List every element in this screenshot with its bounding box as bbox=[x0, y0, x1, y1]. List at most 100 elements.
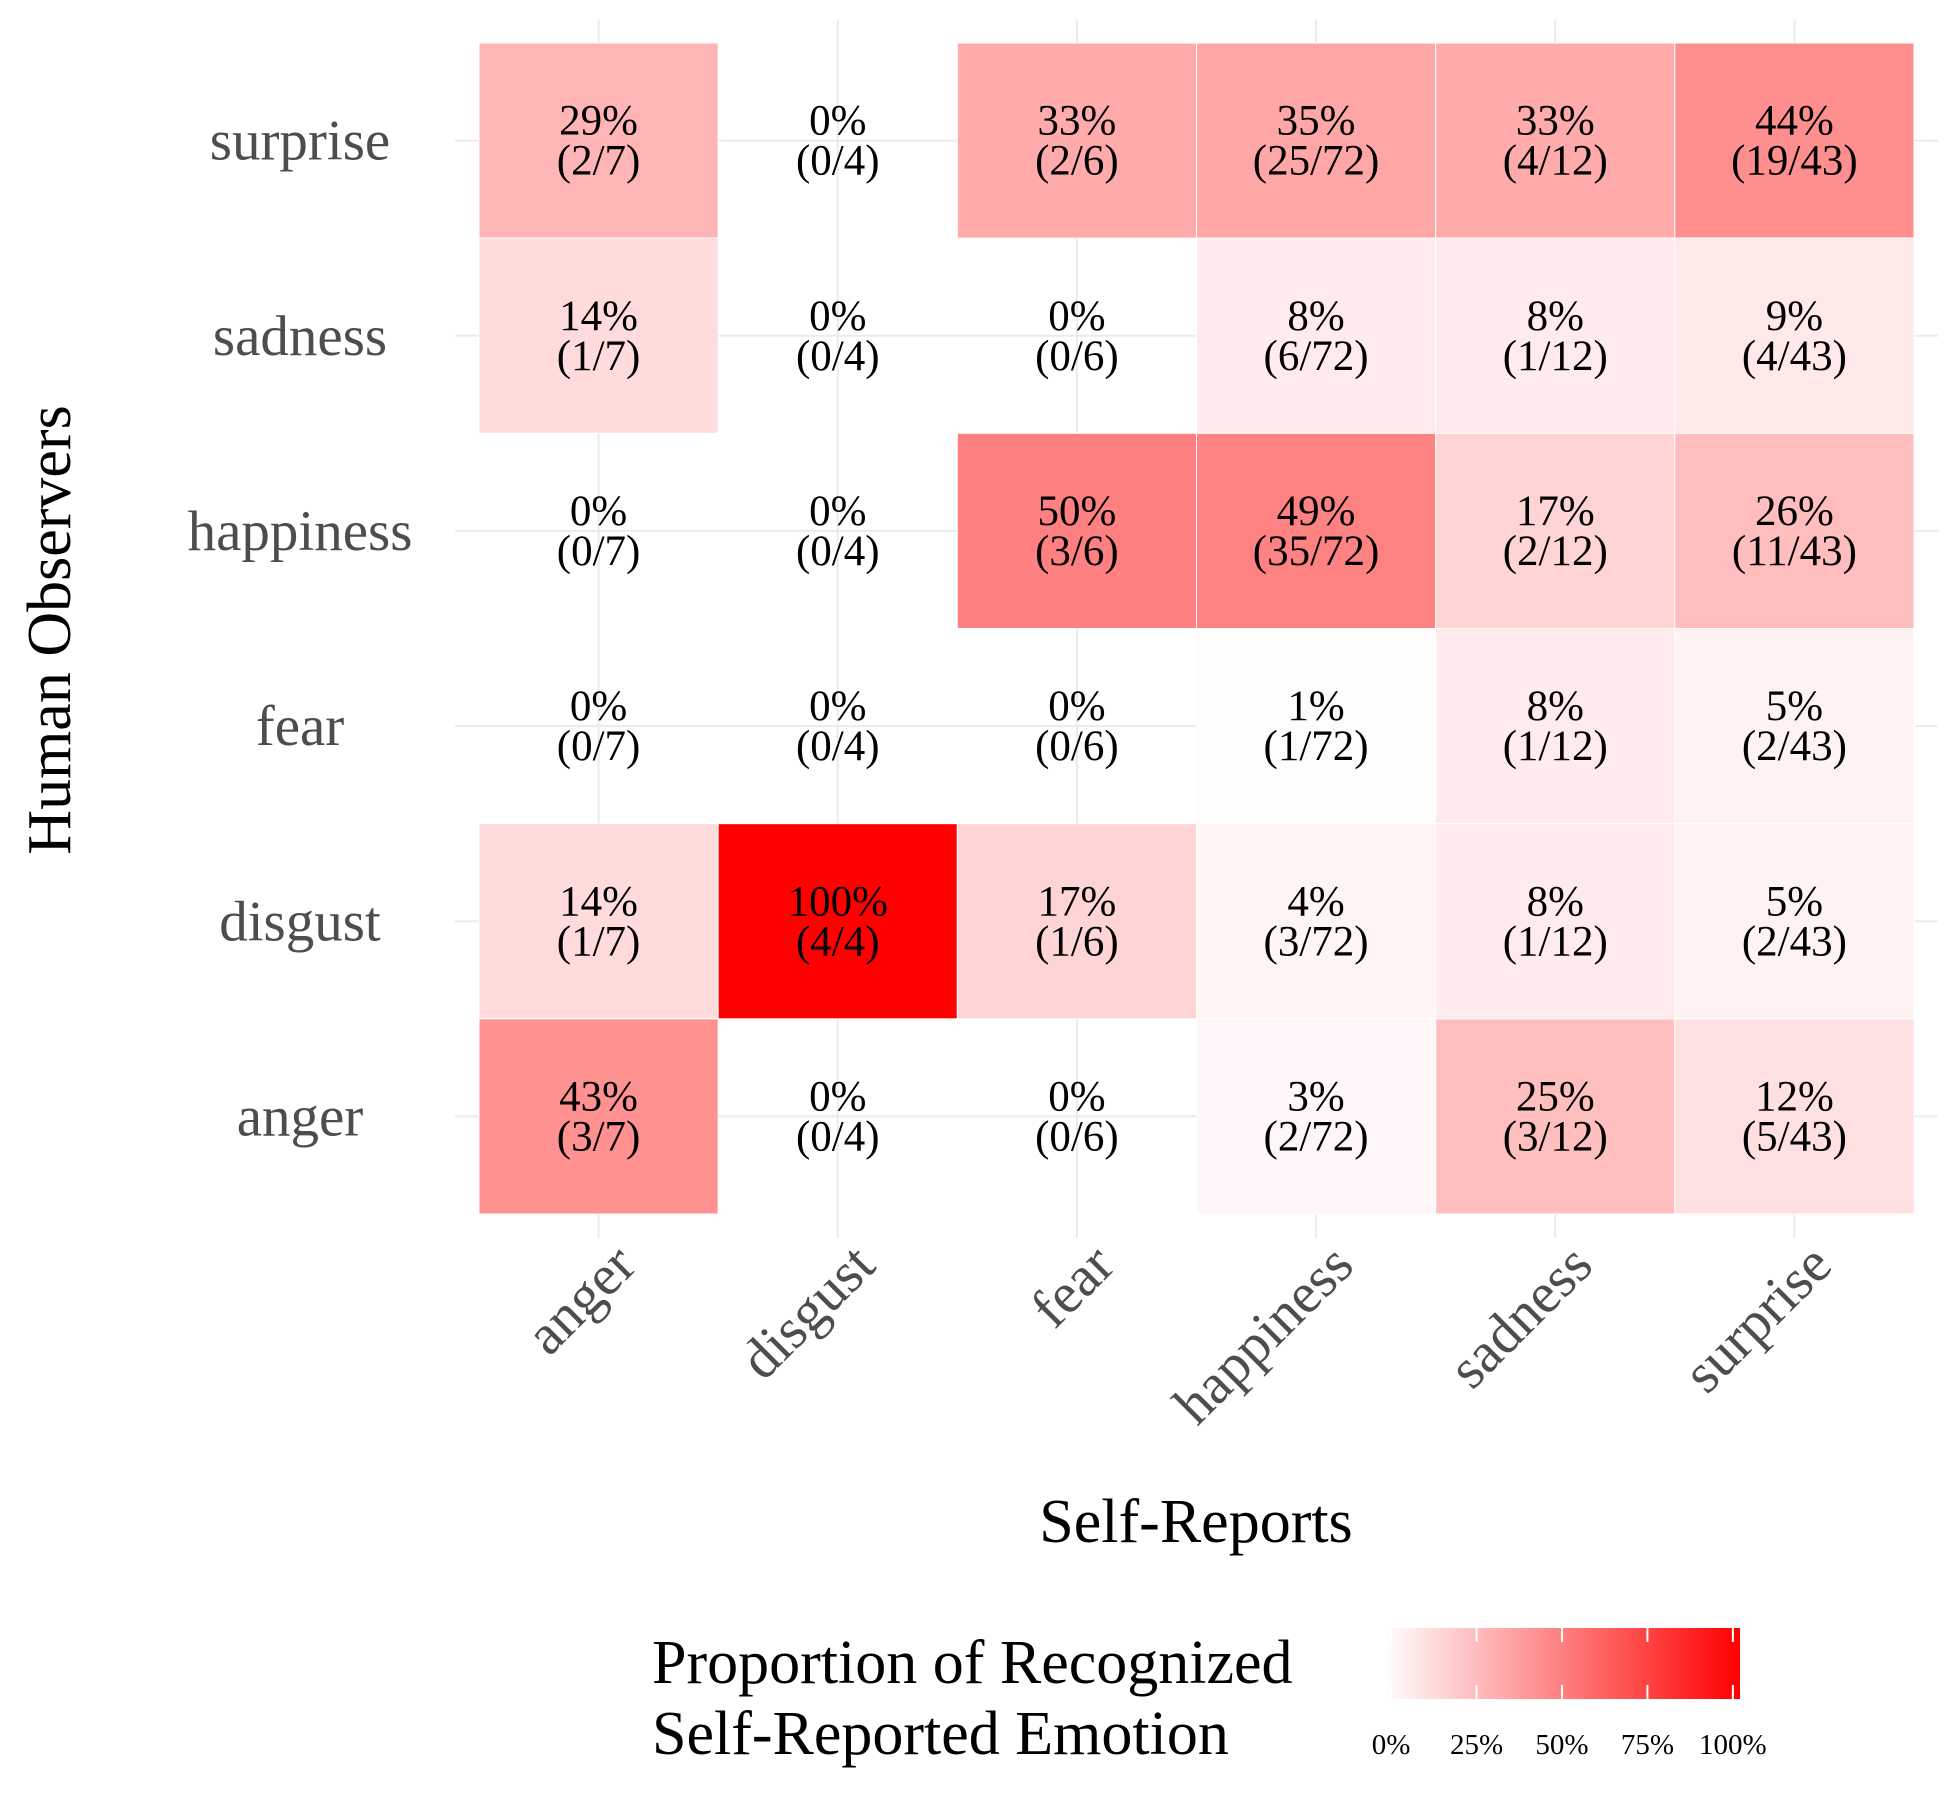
cell-percent-label: 33% bbox=[1038, 98, 1117, 145]
heatmap-cell-happiness-fear bbox=[956, 432, 1197, 630]
cell-percent-label: 43% bbox=[559, 1073, 638, 1120]
cell-percent-label: 0% bbox=[809, 1073, 866, 1120]
heatmap-cell-fear-happiness bbox=[1196, 628, 1437, 825]
cell-count-label: (25/72) bbox=[1253, 138, 1380, 185]
heatmap-cell-happiness-surprise bbox=[1674, 432, 1915, 630]
cell-percent-label: 0% bbox=[1048, 683, 1105, 730]
cell-percent-label: 29% bbox=[559, 98, 638, 145]
legend-title-line-1: Proportion of Recognized bbox=[652, 1629, 1293, 1697]
cell-percent-label: 25% bbox=[1516, 1073, 1595, 1120]
cell-count-label: (1/7) bbox=[557, 333, 641, 380]
cell-percent-label: 49% bbox=[1277, 488, 1356, 535]
heatmap-cell-anger-happiness bbox=[1196, 1018, 1437, 1215]
heatmap-cell-disgust-fear bbox=[956, 823, 1197, 1020]
x-tick-label-sadness: sadness bbox=[1437, 1233, 1605, 1401]
cell-percent-label: 0% bbox=[809, 683, 866, 730]
cell-count-label: (2/6) bbox=[1035, 138, 1119, 185]
cell-percent-label: 8% bbox=[1527, 683, 1584, 730]
heatmap-cell-disgust-happiness bbox=[1196, 823, 1437, 1020]
cell-percent-label: 35% bbox=[1277, 98, 1356, 145]
y-tick-label-surprise: surprise bbox=[210, 110, 390, 173]
cell-count-label: (0/7) bbox=[557, 528, 641, 575]
heatmap-cell-happiness-sadness bbox=[1435, 432, 1676, 630]
y-tick-label-happiness: happiness bbox=[188, 500, 413, 563]
cell-percent-label: 12% bbox=[1755, 1073, 1834, 1120]
legend-tick-label: 100% bbox=[1699, 1729, 1767, 1761]
cell-count-label: (1/7) bbox=[557, 918, 641, 965]
heatmap-cell-disgust-anger bbox=[478, 823, 719, 1020]
cell-percent-label: 8% bbox=[1527, 293, 1584, 340]
heatmap-cell-fear-surprise bbox=[1674, 628, 1915, 825]
cell-count-label: (0/6) bbox=[1035, 723, 1119, 770]
cell-percent-label: 1% bbox=[1287, 683, 1344, 730]
cell-percent-label: 14% bbox=[559, 878, 638, 925]
cell-percent-label: 0% bbox=[809, 293, 866, 340]
cell-percent-label: 5% bbox=[1766, 683, 1823, 730]
cell-percent-label: 3% bbox=[1287, 1073, 1344, 1120]
cell-count-label: (0/4) bbox=[796, 1113, 880, 1160]
heatmap-cell-sadness-anger bbox=[478, 237, 719, 434]
heatmap-cell-surprise-fear bbox=[956, 42, 1197, 239]
y-tick-label-anger: anger bbox=[237, 1085, 364, 1148]
legend-tick-label: 50% bbox=[1535, 1729, 1588, 1761]
y-tick-label-sadness: sadness bbox=[213, 305, 387, 368]
y-tick-label-fear: fear bbox=[256, 695, 345, 758]
cell-percent-label: 0% bbox=[570, 683, 627, 730]
cell-labels: 29%(2/7)0%(0/4)33%(2/6)35%(25/72)33%(4/1… bbox=[557, 98, 1858, 1161]
cell-count-label: (1/12) bbox=[1503, 918, 1608, 965]
cell-count-label: (0/4) bbox=[796, 138, 880, 185]
heatmap-cell-surprise-surprise bbox=[1674, 42, 1915, 239]
cell-count-label: (1/12) bbox=[1503, 333, 1608, 380]
cell-count-label: (3/12) bbox=[1503, 1113, 1608, 1160]
cell-percent-label: 4% bbox=[1287, 878, 1344, 925]
cell-count-label: (5/43) bbox=[1742, 1113, 1847, 1160]
legend-tick-label: 25% bbox=[1450, 1729, 1503, 1761]
legend-tick-label: 0% bbox=[1372, 1729, 1411, 1761]
legend-tick-label: 75% bbox=[1621, 1729, 1674, 1761]
cell-count-label: (2/72) bbox=[1264, 1113, 1369, 1160]
cell-count-label: (19/43) bbox=[1731, 138, 1858, 185]
cell-count-label: (0/7) bbox=[557, 723, 641, 770]
cell-count-label: (6/72) bbox=[1264, 333, 1369, 380]
heatmap-cell-disgust-disgust bbox=[717, 823, 958, 1020]
cell-percent-label: 33% bbox=[1516, 98, 1595, 145]
heatmap-cell-fear-sadness bbox=[1435, 628, 1676, 825]
cell-count-label: (4/12) bbox=[1503, 138, 1608, 185]
cell-percent-label: 17% bbox=[1516, 488, 1595, 535]
heatmap-cell-anger-anger bbox=[478, 1018, 719, 1215]
heatmap-cells bbox=[478, 42, 1915, 1215]
heatmap-cell-disgust-surprise bbox=[1674, 823, 1915, 1020]
cell-count-label: (2/43) bbox=[1742, 723, 1847, 770]
cell-percent-label: 26% bbox=[1755, 488, 1834, 535]
cell-percent-label: 0% bbox=[809, 488, 866, 535]
cell-count-label: (0/4) bbox=[796, 528, 880, 575]
cell-count-label: (4/4) bbox=[796, 918, 880, 965]
cell-count-label: (2/43) bbox=[1742, 918, 1847, 965]
heatmap-cell-surprise-sadness bbox=[1435, 42, 1676, 239]
cell-percent-label: 100% bbox=[788, 878, 888, 925]
x-axis-ticks: anger disgust fear happiness sadness surprise bbox=[514, 1233, 1844, 1437]
x-tick-label-disgust: disgust bbox=[728, 1233, 887, 1392]
legend-ticks: 0% 25% 50% 75% 100% bbox=[1372, 1628, 1767, 1761]
heatmap-cell-surprise-anger bbox=[478, 42, 719, 239]
cell-count-label: (0/6) bbox=[1035, 1113, 1119, 1160]
cell-count-label: (0/6) bbox=[1035, 333, 1119, 380]
cell-percent-label: 0% bbox=[809, 98, 866, 145]
cell-count-label: (0/4) bbox=[796, 723, 880, 770]
cell-count-label: (0/4) bbox=[796, 333, 880, 380]
x-tick-label-anger: anger bbox=[514, 1233, 648, 1367]
cell-percent-label: 50% bbox=[1038, 488, 1117, 535]
cell-percent-label: 14% bbox=[559, 293, 638, 340]
cell-percent-label: 44% bbox=[1755, 98, 1834, 145]
cell-count-label: (2/7) bbox=[557, 138, 641, 185]
cell-percent-label: 5% bbox=[1766, 878, 1823, 925]
heatmap-cell-sadness-happiness bbox=[1196, 237, 1437, 434]
cell-count-label: (2/12) bbox=[1503, 528, 1608, 575]
heatmap-cell-sadness-surprise bbox=[1674, 237, 1915, 434]
cell-count-label: (4/43) bbox=[1742, 333, 1847, 380]
cell-count-label: (1/12) bbox=[1503, 723, 1608, 770]
cell-percent-label: 0% bbox=[1048, 1073, 1105, 1120]
cell-percent-label: 17% bbox=[1038, 878, 1117, 925]
